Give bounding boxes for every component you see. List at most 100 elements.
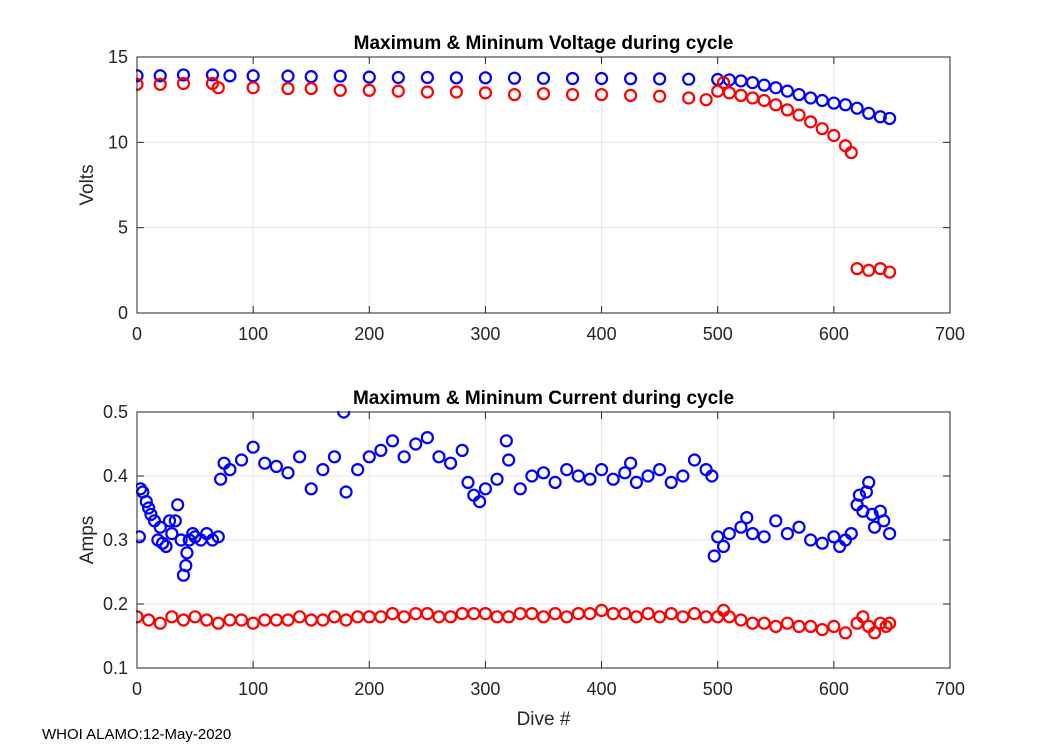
data-point <box>624 456 638 470</box>
data-point <box>624 72 638 86</box>
data-point <box>879 619 893 634</box>
data-point <box>769 619 783 634</box>
y-tick-label: 15 <box>108 47 128 67</box>
data-point <box>716 539 731 554</box>
data-point <box>478 86 493 100</box>
data-point <box>769 98 783 112</box>
data-point <box>594 87 609 102</box>
data-point <box>211 616 225 630</box>
data-point <box>269 459 283 473</box>
data-point <box>815 93 829 108</box>
data-point <box>420 606 434 621</box>
data-point <box>856 610 870 624</box>
data-point <box>525 469 539 483</box>
data-point <box>165 610 179 624</box>
data-point <box>571 469 585 483</box>
data-point <box>351 463 365 477</box>
data-point <box>159 539 173 554</box>
data-point <box>420 70 434 85</box>
data-point <box>142 501 156 515</box>
data-point <box>339 485 353 499</box>
data-point <box>838 98 853 112</box>
data-point <box>664 475 678 489</box>
data-point <box>316 613 330 627</box>
data-point <box>629 610 644 624</box>
data-point <box>293 610 307 624</box>
x-tick-label: 100 <box>238 324 268 344</box>
data-point <box>478 606 493 621</box>
data-point <box>391 70 405 85</box>
x-axis-label: Dive # <box>517 709 571 730</box>
y-axis-label: Volts <box>77 164 98 205</box>
data-point <box>780 84 795 98</box>
data-point <box>618 466 632 480</box>
data-point <box>815 536 829 550</box>
data-point <box>804 619 818 634</box>
data-point <box>676 610 690 624</box>
y-tick-label: 0.3 <box>103 530 128 550</box>
data-point <box>722 610 736 624</box>
data-point <box>258 456 272 470</box>
data-point <box>205 68 220 82</box>
data-point <box>594 71 609 86</box>
data-point <box>618 606 632 621</box>
data-point <box>852 488 867 502</box>
data-point <box>815 622 829 637</box>
data-point <box>780 616 795 630</box>
chart-title: Maximum & Mininum Current during cycle <box>353 388 734 409</box>
data-point <box>780 103 795 117</box>
data-point <box>281 613 295 627</box>
data-point <box>780 526 795 541</box>
data-point <box>757 530 771 544</box>
data-point <box>844 526 858 541</box>
series-minimum-voltage <box>136 75 897 279</box>
data-point <box>629 475 644 489</box>
data-point <box>153 77 167 91</box>
data-point <box>176 613 191 627</box>
data-point <box>641 469 655 483</box>
data-point <box>478 482 493 496</box>
data-point <box>641 606 655 621</box>
data-point <box>316 463 330 477</box>
y-tick-label: 0 <box>118 303 128 323</box>
data-point <box>473 495 487 509</box>
data-point <box>740 510 754 525</box>
data-point <box>432 450 446 464</box>
series-minimum-current <box>136 603 897 640</box>
data-point <box>391 84 405 98</box>
data-point <box>536 71 551 85</box>
data-point <box>722 526 736 541</box>
data-point <box>745 526 760 541</box>
data-point <box>734 88 748 103</box>
data-point <box>397 450 411 464</box>
data-point <box>883 111 897 126</box>
x-tick-label: 600 <box>819 324 849 344</box>
data-point <box>653 463 667 477</box>
data-point <box>757 616 771 630</box>
y-tick-label: 0.5 <box>103 402 128 422</box>
data-point <box>804 91 818 105</box>
data-point <box>449 85 463 99</box>
data-point <box>174 533 188 547</box>
data-point <box>420 85 434 99</box>
data-point <box>461 475 475 489</box>
data-point <box>449 71 463 85</box>
data-point <box>769 514 783 528</box>
data-point <box>362 70 376 84</box>
data-point <box>293 450 307 464</box>
data-point <box>757 78 771 92</box>
data-point <box>867 626 882 640</box>
data-point <box>827 128 841 143</box>
x-tick-label: 0 <box>132 324 142 344</box>
data-point <box>200 613 214 627</box>
data-point <box>734 520 748 534</box>
data-point <box>883 616 897 630</box>
data-point <box>653 610 667 624</box>
data-point <box>333 69 347 83</box>
data-point <box>653 89 667 103</box>
data-point <box>560 610 574 624</box>
data-point <box>304 482 318 496</box>
data-point <box>722 86 736 100</box>
data-point <box>827 619 841 634</box>
data-point <box>362 450 376 464</box>
